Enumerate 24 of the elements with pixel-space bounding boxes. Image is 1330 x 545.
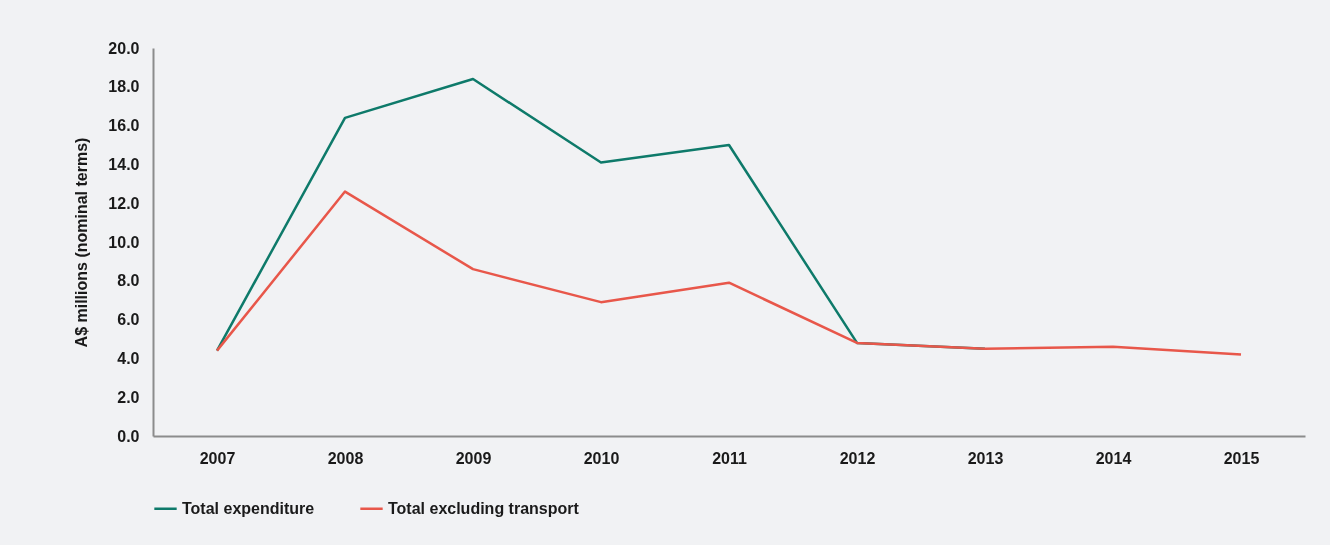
x-tick-label: 2008 <box>327 449 364 467</box>
legend-label: Total expenditure <box>182 499 315 517</box>
y-tick-label: 0.0 <box>117 427 140 445</box>
x-tick-label: 2012 <box>839 449 876 467</box>
line-series <box>215 190 1243 356</box>
legend-label: Total excluding transport <box>388 499 580 517</box>
x-tick-label: 2010 <box>583 449 620 467</box>
x-tick-label: 2011 <box>712 449 747 467</box>
y-tick-label: 14.0 <box>108 155 140 173</box>
y-tick-label: 20.0 <box>108 39 140 57</box>
y-tick-label: 10.0 <box>108 233 140 251</box>
y-tick-label: 6.0 <box>117 311 140 329</box>
y-tick-label: 18.0 <box>108 78 140 96</box>
x-tick-label: 2014 <box>1095 449 1132 467</box>
y-tick-label: 8.0 <box>117 272 140 290</box>
y-tick-label: 16.0 <box>108 117 140 135</box>
x-tick-label: 2009 <box>455 449 492 467</box>
x-tick-label: 2007 <box>199 449 236 467</box>
y-tick-label: 4.0 <box>117 349 140 367</box>
y-axis-title: A$ millions (nominal terms) <box>73 137 91 348</box>
x-tick-label: 2013 <box>967 449 1004 467</box>
y-tick-label: 2.0 <box>117 388 140 406</box>
x-tick-label: 2015 <box>1223 449 1260 467</box>
y-tick-label: 12.0 <box>108 194 140 212</box>
